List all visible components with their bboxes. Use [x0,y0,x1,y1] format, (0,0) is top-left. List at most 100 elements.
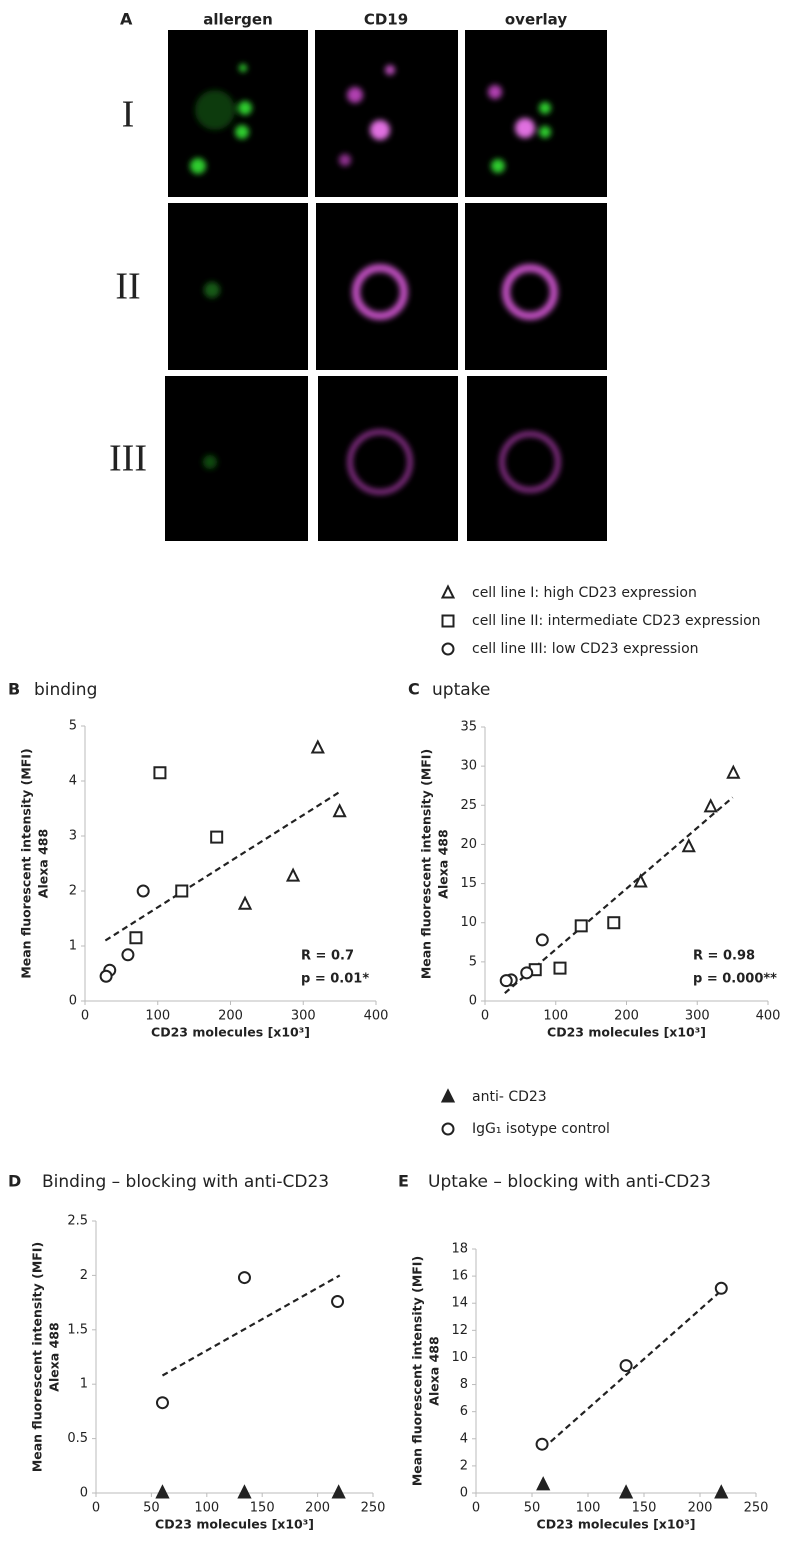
y-axis-title: Mean fluorescent intensity (MFI) [410,1256,425,1486]
x-tick-label: 250 [361,1501,386,1516]
x-tick-label: 400 [756,1009,781,1024]
legend-label: cell line III: low CD23 expression [472,641,699,657]
panel-label: B [8,680,20,699]
legend-marker [440,584,456,599]
panel-label: D [8,1172,21,1191]
y-tick-label: 15 [460,876,477,891]
point [175,884,189,898]
x-axis-title: CD23 molecules [x10³] [537,1517,696,1532]
panel-label: C [408,680,420,699]
point [535,933,549,947]
column-header: overlay [505,11,567,29]
x-tick-label: 300 [291,1009,316,1024]
point [155,1396,169,1410]
y-tick-label: 0 [460,1486,468,1501]
chart-title: Binding – blocking with anti-CD23 [42,1172,329,1192]
point [210,830,224,844]
point [237,1271,251,1285]
micrographs [165,30,607,541]
y-tick-label: 1 [80,1377,88,1392]
x-tick-label: 200 [614,1009,639,1024]
panel-label: E [398,1172,409,1191]
point [153,766,167,780]
y-tick-label: 25 [460,798,477,813]
x-tick-label: 300 [685,1009,710,1024]
point [237,895,253,910]
legend-marker [441,1122,455,1136]
annotation: p = 0.000** [693,972,777,987]
point [714,1484,729,1499]
legend-marker [441,642,455,656]
x-tick-label: 0 [92,1501,100,1516]
point [129,931,143,945]
y-tick-label: 20 [460,837,477,852]
y-tick-label: 4 [69,774,77,789]
annotation: R = 0.7 [301,949,354,964]
y-tick-label: 2 [69,884,77,899]
x-axis-title: CD23 molecules [x10³] [151,1025,310,1040]
column-header: CD19 [364,11,408,29]
y-tick-label: 10 [451,1350,468,1365]
point [618,1484,634,1499]
point [520,966,534,980]
y-tick-label: 18 [451,1242,468,1257]
x-tick-label: 100 [576,1501,601,1516]
point [536,1476,551,1491]
y-tick-label: 1.5 [67,1322,88,1337]
x-tick-label: 50 [524,1501,541,1516]
x-tick-label: 50 [143,1501,160,1516]
y-tick-label: 6 [460,1404,468,1419]
point [703,798,718,813]
point [331,1295,345,1309]
point [607,916,621,930]
y-tick-label: 0 [69,994,77,1009]
point [331,1484,346,1499]
y-tick-label: 0.5 [67,1431,88,1446]
legend-label: cell line II: intermediate CD23 expressi… [472,613,761,629]
y-tick-label: 3 [69,829,77,844]
y-axis-title: Mean fluorescent intensity (MFI) [19,748,34,978]
y-tick-label: 0 [469,994,477,1009]
y-axis-title: Mean fluorescent intensity (MFI) [419,749,434,979]
row-header: II [115,266,140,308]
point [155,1484,170,1499]
y-axis-title: Alexa 488 [36,829,51,898]
y-tick-label: 10 [460,915,477,930]
y-axis-title: Alexa 488 [427,1336,442,1405]
row-header: III [109,438,147,480]
x-tick-label: 200 [218,1009,243,1024]
x-tick-label: 100 [543,1009,568,1024]
point [332,803,347,818]
row-header: I [122,94,135,136]
annotation: R = 0.98 [693,949,755,964]
y-tick-label: 5 [69,719,77,734]
point [553,961,567,975]
point [99,969,113,983]
y-tick-label: 12 [451,1323,468,1338]
trendline [504,796,734,995]
point [574,919,588,933]
point [619,1359,633,1373]
y-tick-label: 0 [80,1486,88,1501]
legend: cell line I: high CD23 expression cell li… [440,584,761,657]
y-tick-label: 5 [469,954,477,969]
point [535,1437,549,1451]
chart-title: uptake [432,680,490,700]
point [714,1281,728,1295]
x-tick-label: 200 [305,1501,330,1516]
y-tick-label: 35 [460,720,477,735]
y-tick-label: 16 [451,1269,468,1284]
panel-label: A [120,10,133,29]
y-tick-label: 4 [460,1431,468,1446]
point [285,867,301,882]
point [136,884,150,898]
trendline [104,791,341,942]
point [310,739,325,754]
y-tick-label: 2 [80,1268,88,1283]
legend-label: anti- CD23 [472,1089,547,1105]
point [681,838,696,853]
x-axis-title: CD23 molecules [x10³] [547,1025,706,1040]
x-tick-label: 0 [481,1009,489,1024]
point [237,1484,252,1499]
